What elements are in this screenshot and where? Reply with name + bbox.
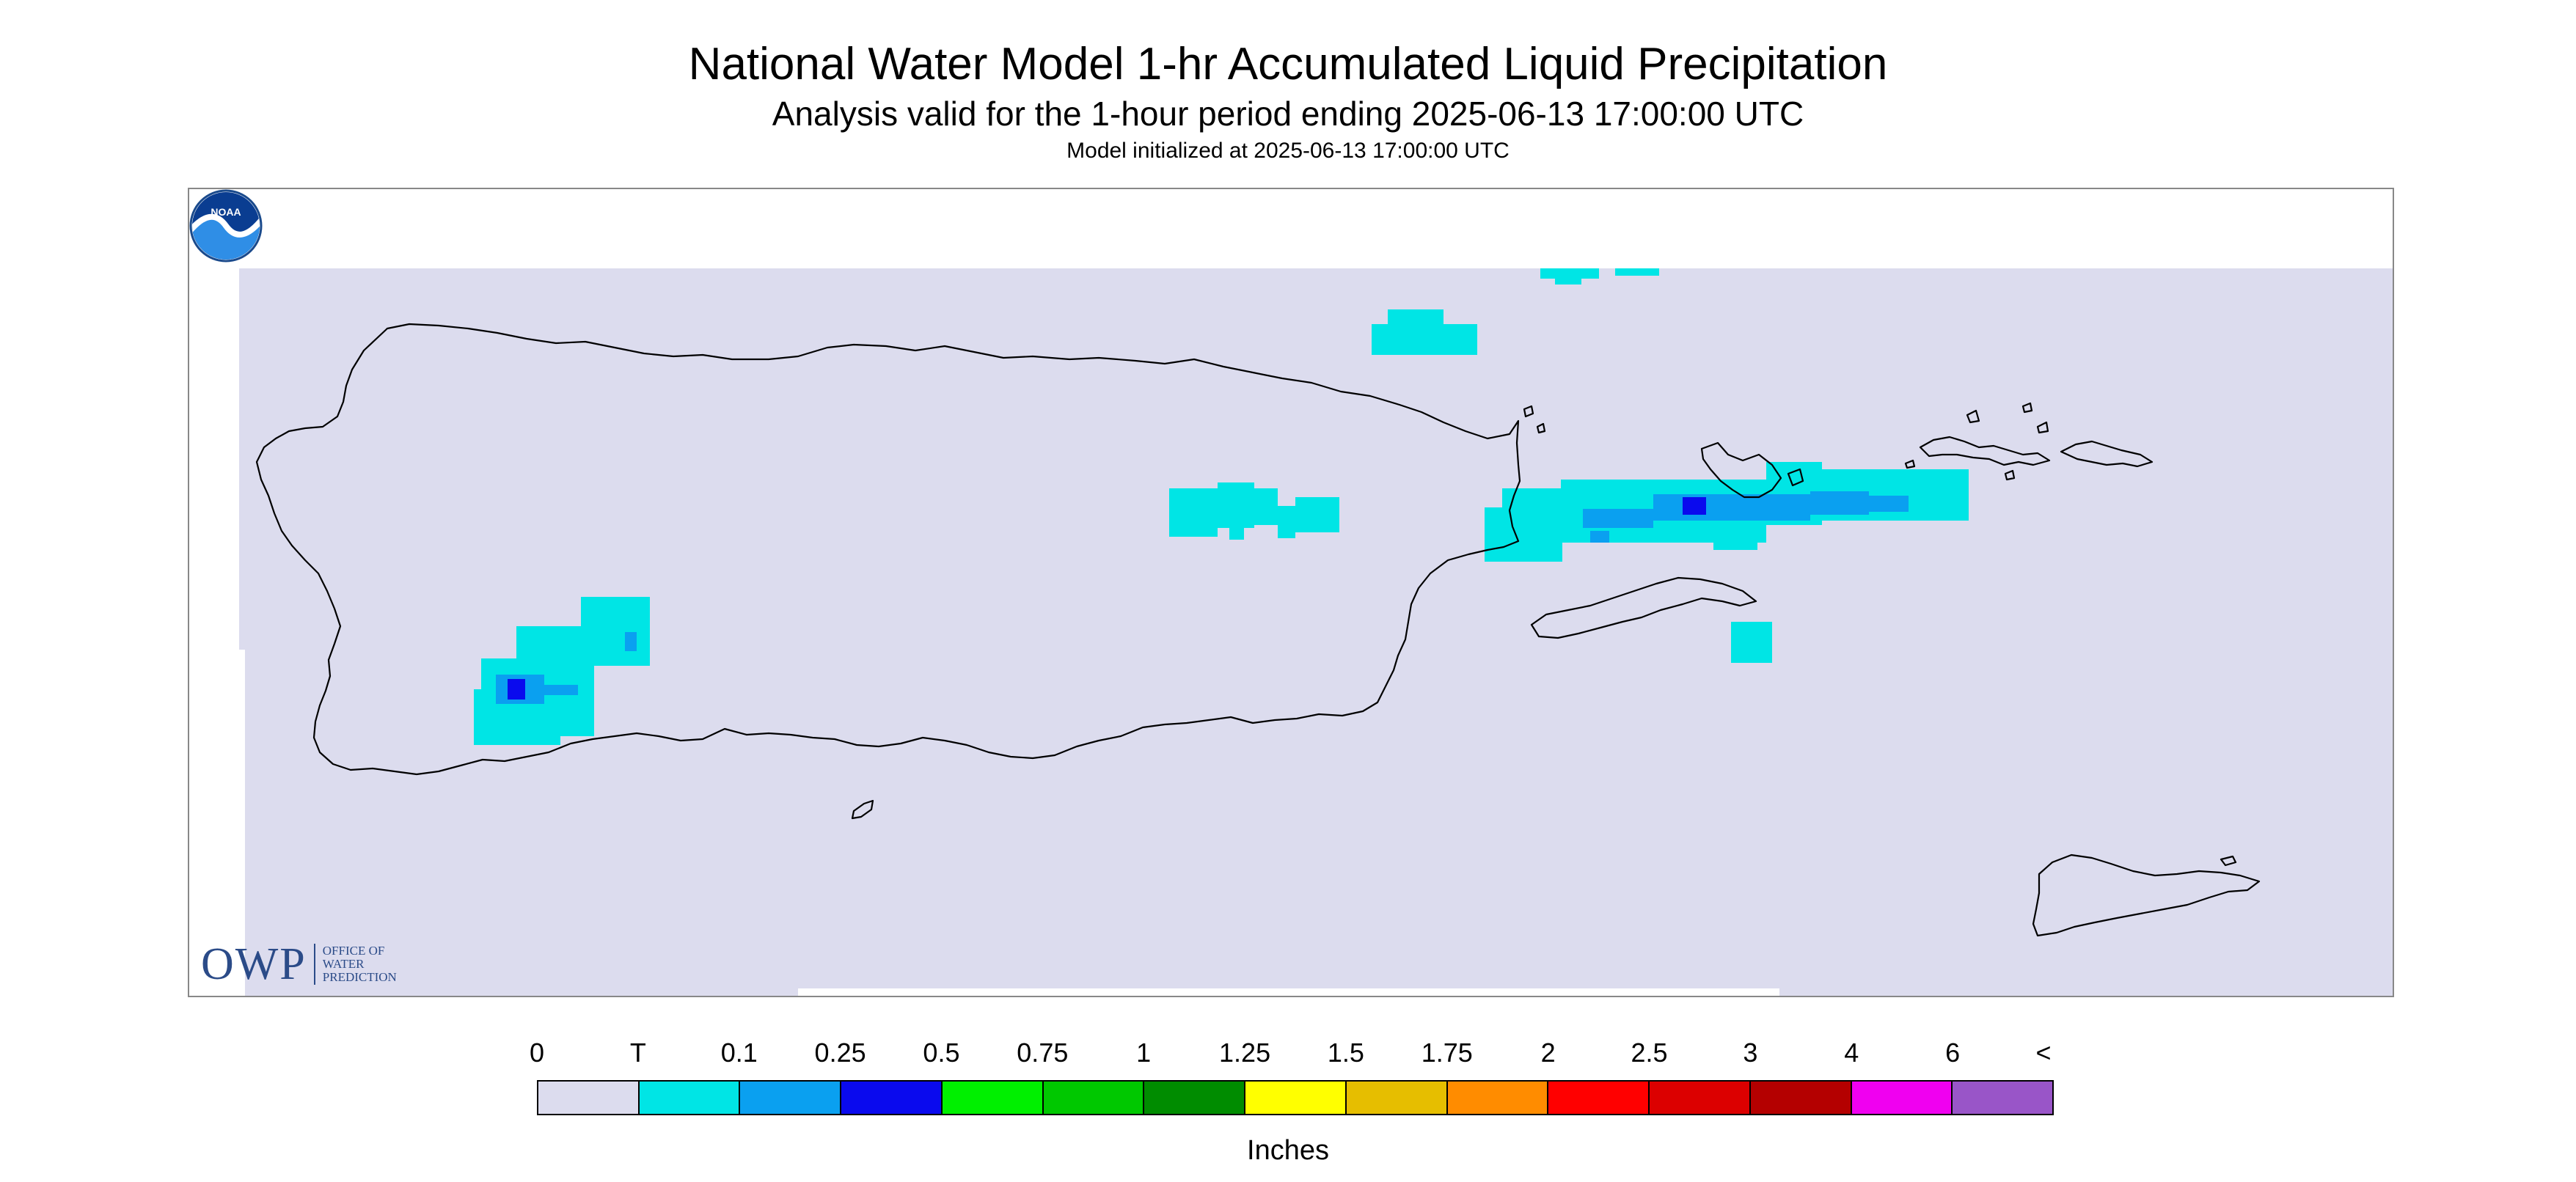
culebra-outline — [1700, 441, 1804, 499]
precipitation-map — [239, 268, 2393, 996]
desecheo-outline — [851, 799, 874, 820]
legend-swatch — [740, 1082, 842, 1114]
owp-logo-letters: OWP — [201, 939, 307, 989]
st-john-outline — [2060, 440, 2154, 468]
model-domain — [239, 268, 2393, 996]
legend-label: 1.25 — [1219, 1038, 1271, 1068]
legend-swatch — [1245, 1082, 1347, 1114]
precip-north-offshore — [1372, 268, 1659, 355]
legend-label: 0.5 — [923, 1038, 960, 1068]
legend-label: 3 — [1743, 1038, 1758, 1068]
map-frame: OWP OFFICE OF WATER PREDICTION NOAA — [188, 188, 2394, 997]
owp-logo-line-3: PREDICTION — [322, 970, 397, 984]
precip-east-passage — [1485, 462, 1969, 562]
noaa-logo: NOAA — [189, 189, 263, 263]
st-thomas-outline — [1919, 436, 2051, 466]
legend-label: 0.1 — [720, 1038, 758, 1068]
small-cays-outline — [1904, 402, 2049, 481]
legend-swatch — [841, 1082, 943, 1114]
precip-west-puerto-rico — [474, 597, 650, 745]
coastline — [255, 323, 2261, 937]
noaa-logo-text: NOAA — [211, 206, 241, 218]
legend-swatch — [1851, 1082, 1953, 1114]
model-init-time: Model initialized at 2025-06-13 17:00:00… — [1066, 139, 1510, 163]
owp-logo-text: OFFICE OF WATER PREDICTION — [323, 944, 397, 984]
owp-logo-line-2: WATER — [322, 957, 365, 971]
precip-south-vieques — [1731, 622, 1772, 663]
legend-label: T — [629, 1038, 646, 1068]
owp-logo-divider — [313, 944, 315, 985]
legend-label: 0 — [529, 1038, 545, 1068]
legend-labels: 0 T 0.1 0.25 0.5 0.75 1 1.25 1.5 1.75 2 2.5 3 4 6 < — [0, 1037, 2576, 1073]
legend-swatch — [1750, 1082, 1852, 1114]
st-croix-outline — [2032, 854, 2261, 937]
owp-logo-line-1: OFFICE OF — [322, 944, 385, 958]
legend-swatch — [538, 1082, 640, 1114]
legend-label: 1.5 — [1327, 1038, 1364, 1068]
legend-label: 0.25 — [814, 1038, 866, 1068]
small-islet-outline — [1523, 405, 1546, 434]
legend-swatch — [1447, 1082, 1549, 1114]
owp-logo: OWP OFFICE OF WATER PREDICTION — [201, 941, 397, 987]
legend-swatch — [942, 1082, 1044, 1114]
legend-swatch — [1548, 1082, 1650, 1114]
legend-label: 2.5 — [1631, 1038, 1668, 1068]
legend-label: 2 — [1540, 1038, 1556, 1068]
vieques-outline — [1530, 576, 1757, 639]
legend-swatch — [1043, 1082, 1145, 1114]
legend-swatch — [1650, 1082, 1751, 1114]
legend-label: 4 — [1844, 1038, 1859, 1068]
legend-swatch — [1953, 1082, 2053, 1114]
legend-swatch — [1144, 1082, 1246, 1114]
legend-label: 0.75 — [1017, 1038, 1069, 1068]
legend-label: 1.75 — [1421, 1038, 1473, 1068]
legend-units: Inches — [1247, 1135, 1329, 1166]
map-title: National Water Model 1-hr Accumulated Li… — [688, 39, 1888, 89]
precip-central-puerto-rico — [1169, 482, 1339, 540]
legend-label: 1 — [1136, 1038, 1152, 1068]
legend-label: < — [2035, 1038, 2052, 1068]
legend-swatch — [639, 1082, 741, 1114]
map-subtitle: Analysis valid for the 1-hour period end… — [772, 95, 1804, 133]
legend-label: 6 — [1945, 1038, 1961, 1068]
puerto-rico-outline — [255, 323, 1521, 776]
legend-swatch — [1346, 1082, 1448, 1114]
color-legend — [537, 1080, 2054, 1115]
